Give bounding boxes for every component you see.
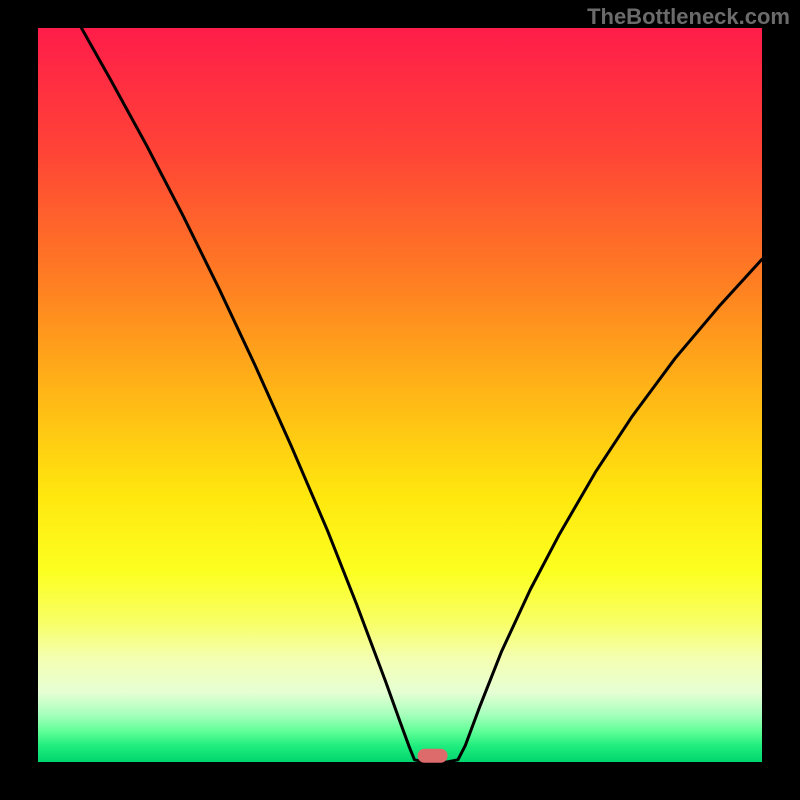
watermark-text: TheBottleneck.com: [587, 4, 790, 30]
bottleneck-chart: [0, 0, 800, 800]
chart-container: { "watermark": { "text": "TheBottleneck.…: [0, 0, 800, 800]
optimal-marker: [418, 749, 448, 763]
gradient-background: [38, 28, 762, 762]
